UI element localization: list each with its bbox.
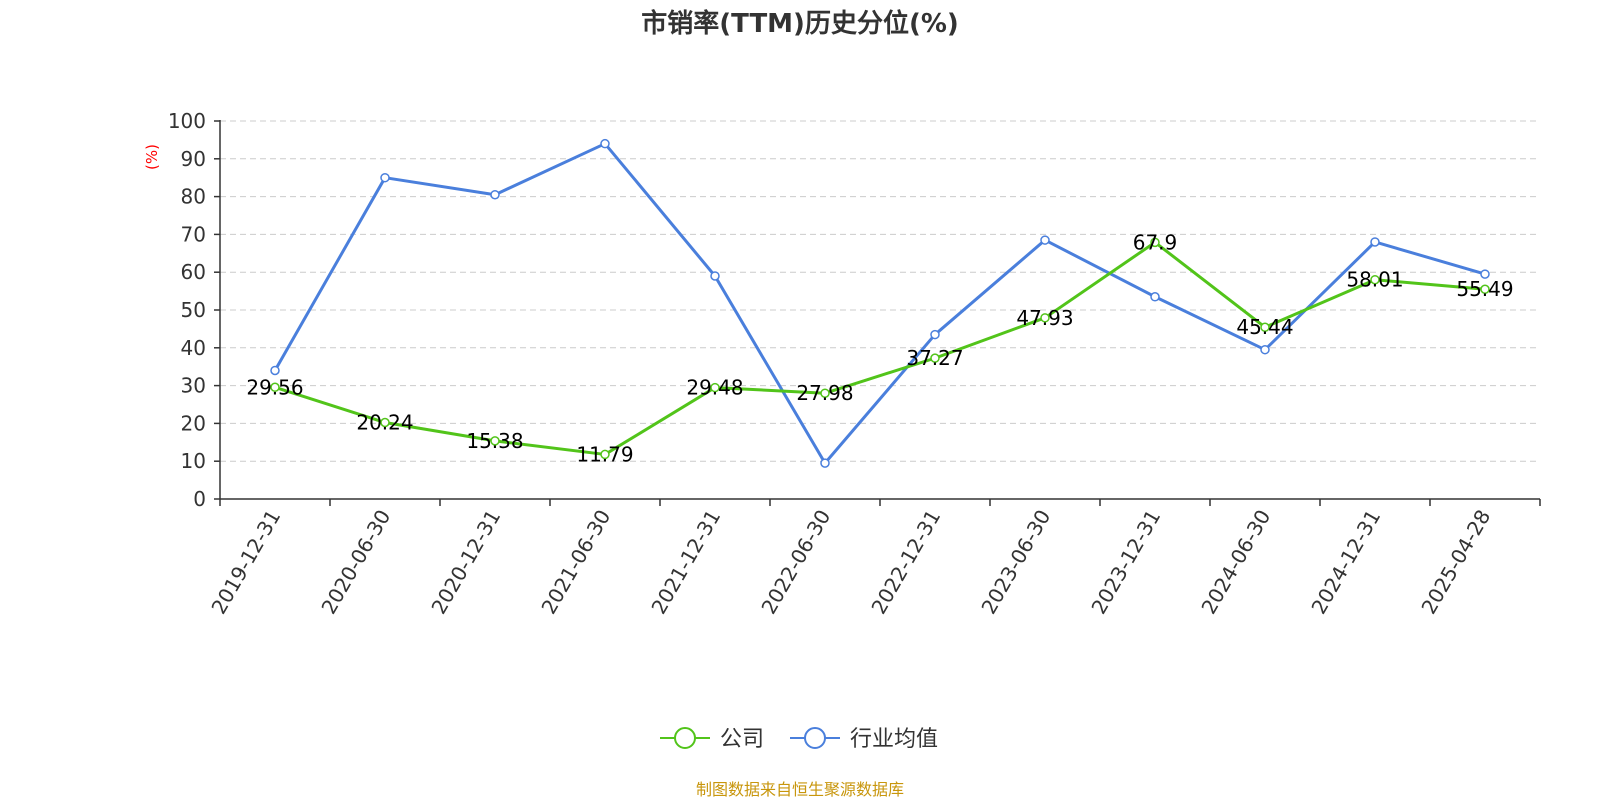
data-label-11: 55.49	[1456, 277, 1513, 301]
x-tick-label-7: 2023-06-30	[976, 506, 1055, 619]
data-label-6: 37.27	[906, 346, 963, 370]
data-label-0: 29.56	[246, 375, 303, 399]
y-tick-label-9: 90	[181, 147, 206, 171]
series-0-point-9[interactable]	[1260, 322, 1270, 332]
grid-lines	[220, 120, 1540, 462]
x-tick-label-10: 2024-12-31	[1306, 506, 1385, 619]
series-0-point-10[interactable]	[1370, 274, 1380, 285]
series-0-point-3[interactable]	[600, 449, 610, 460]
x-tick-label-11: 2025-04-28	[1416, 506, 1495, 619]
y-tick-label-4: 40	[181, 336, 206, 360]
series-lines	[270, 138, 1490, 468]
data-label-1: 20.24	[356, 410, 413, 434]
series-0-point-7[interactable]	[1040, 313, 1050, 323]
x-tick-label-6: 2022-12-31	[866, 506, 945, 619]
series-1-point-5[interactable]	[820, 458, 830, 468]
y-tick-label-0: 0	[193, 487, 206, 511]
series-0-point-8[interactable]	[1150, 237, 1160, 248]
y-tick-label-8: 80	[181, 185, 206, 209]
series-1-point-2[interactable]	[490, 189, 500, 200]
series-0-point-0[interactable]	[270, 382, 280, 393]
series-1-point-1[interactable]	[380, 172, 390, 183]
series-1-point-8[interactable]	[1150, 292, 1160, 302]
y-axis-label: (%)	[143, 144, 161, 170]
data-label-2: 15.38	[466, 429, 523, 453]
x-tick-label-0: 2019-12-31	[206, 506, 285, 619]
series-1-point-6[interactable]	[930, 329, 940, 340]
x-tick-label-8: 2023-12-31	[1086, 506, 1165, 619]
series-1-point-10[interactable]	[1370, 237, 1380, 247]
y-tick-label-3: 30	[181, 374, 206, 398]
axes: 0 10 20 30 40 50 60 70 80 90 100 2019-12-31 2020-06-…	[168, 109, 1541, 619]
series-1-point-0[interactable]	[270, 365, 280, 376]
series-0-point-6[interactable]	[930, 353, 940, 363]
legend-company-label: 公司	[720, 727, 764, 752]
series-0-point-2[interactable]	[490, 436, 500, 446]
x-tick-label-5: 2022-06-30	[756, 506, 835, 619]
legend-item-industry[interactable]: 行业均值	[790, 727, 938, 752]
x-tick-label-4: 2021-12-31	[646, 506, 725, 619]
x-tick-label-1: 2020-06-30	[316, 506, 395, 619]
chart-title: 市销率(TTM)历史分位(%)	[641, 8, 959, 39]
x-tick-label-3: 2021-06-30	[536, 506, 615, 619]
source-note: 制图数据来自恒生聚源数据库	[696, 780, 904, 799]
data-label-5: 27.98	[796, 381, 853, 405]
series-1-point-11[interactable]	[1480, 269, 1490, 279]
legend-industry-label: 行业均值	[850, 727, 938, 752]
data-label-4: 29.48	[686, 376, 743, 400]
y-tick-label-1: 10	[181, 449, 206, 473]
series-0-point-4[interactable]	[710, 382, 720, 393]
series-1-point-4[interactable]	[710, 271, 720, 281]
data-label-8: 67.9	[1133, 230, 1178, 254]
legend-industry-marker	[804, 727, 826, 749]
series-0-point-5[interactable]	[820, 388, 830, 398]
series-0-point-11[interactable]	[1480, 284, 1490, 294]
y-tick-label-10: 100	[168, 109, 206, 133]
data-label-10: 58.01	[1346, 268, 1403, 292]
legend-company-marker	[674, 727, 696, 749]
series-1-point-3[interactable]	[600, 138, 610, 149]
data-label-3: 11.79	[576, 442, 633, 466]
series-line-1	[273, 142, 1486, 465]
x-tick-label-2: 2020-12-31	[426, 506, 505, 619]
y-tick-label-2: 20	[181, 411, 206, 435]
series-line-0	[274, 240, 1486, 456]
data-label-9: 45.44	[1236, 315, 1293, 339]
data-label-7: 47.93	[1016, 306, 1073, 330]
series-1-point-9[interactable]	[1260, 344, 1270, 355]
series-1-point-7[interactable]	[1040, 235, 1050, 245]
y-tick-label-6: 60	[181, 260, 206, 284]
data-labels: 29.56 20.24 15.38 11.79 29.48 27.98 37.27 47.93…	[246, 230, 1513, 466]
series-0-point-1[interactable]	[380, 417, 390, 428]
y-tick-label-7: 70	[181, 222, 206, 246]
legend: 公司 行业均值	[660, 727, 938, 752]
x-tick-label-9: 2024-06-30	[1196, 506, 1275, 619]
y-tick-label-5: 50	[181, 298, 206, 322]
legend-item-company[interactable]: 公司	[660, 727, 764, 752]
